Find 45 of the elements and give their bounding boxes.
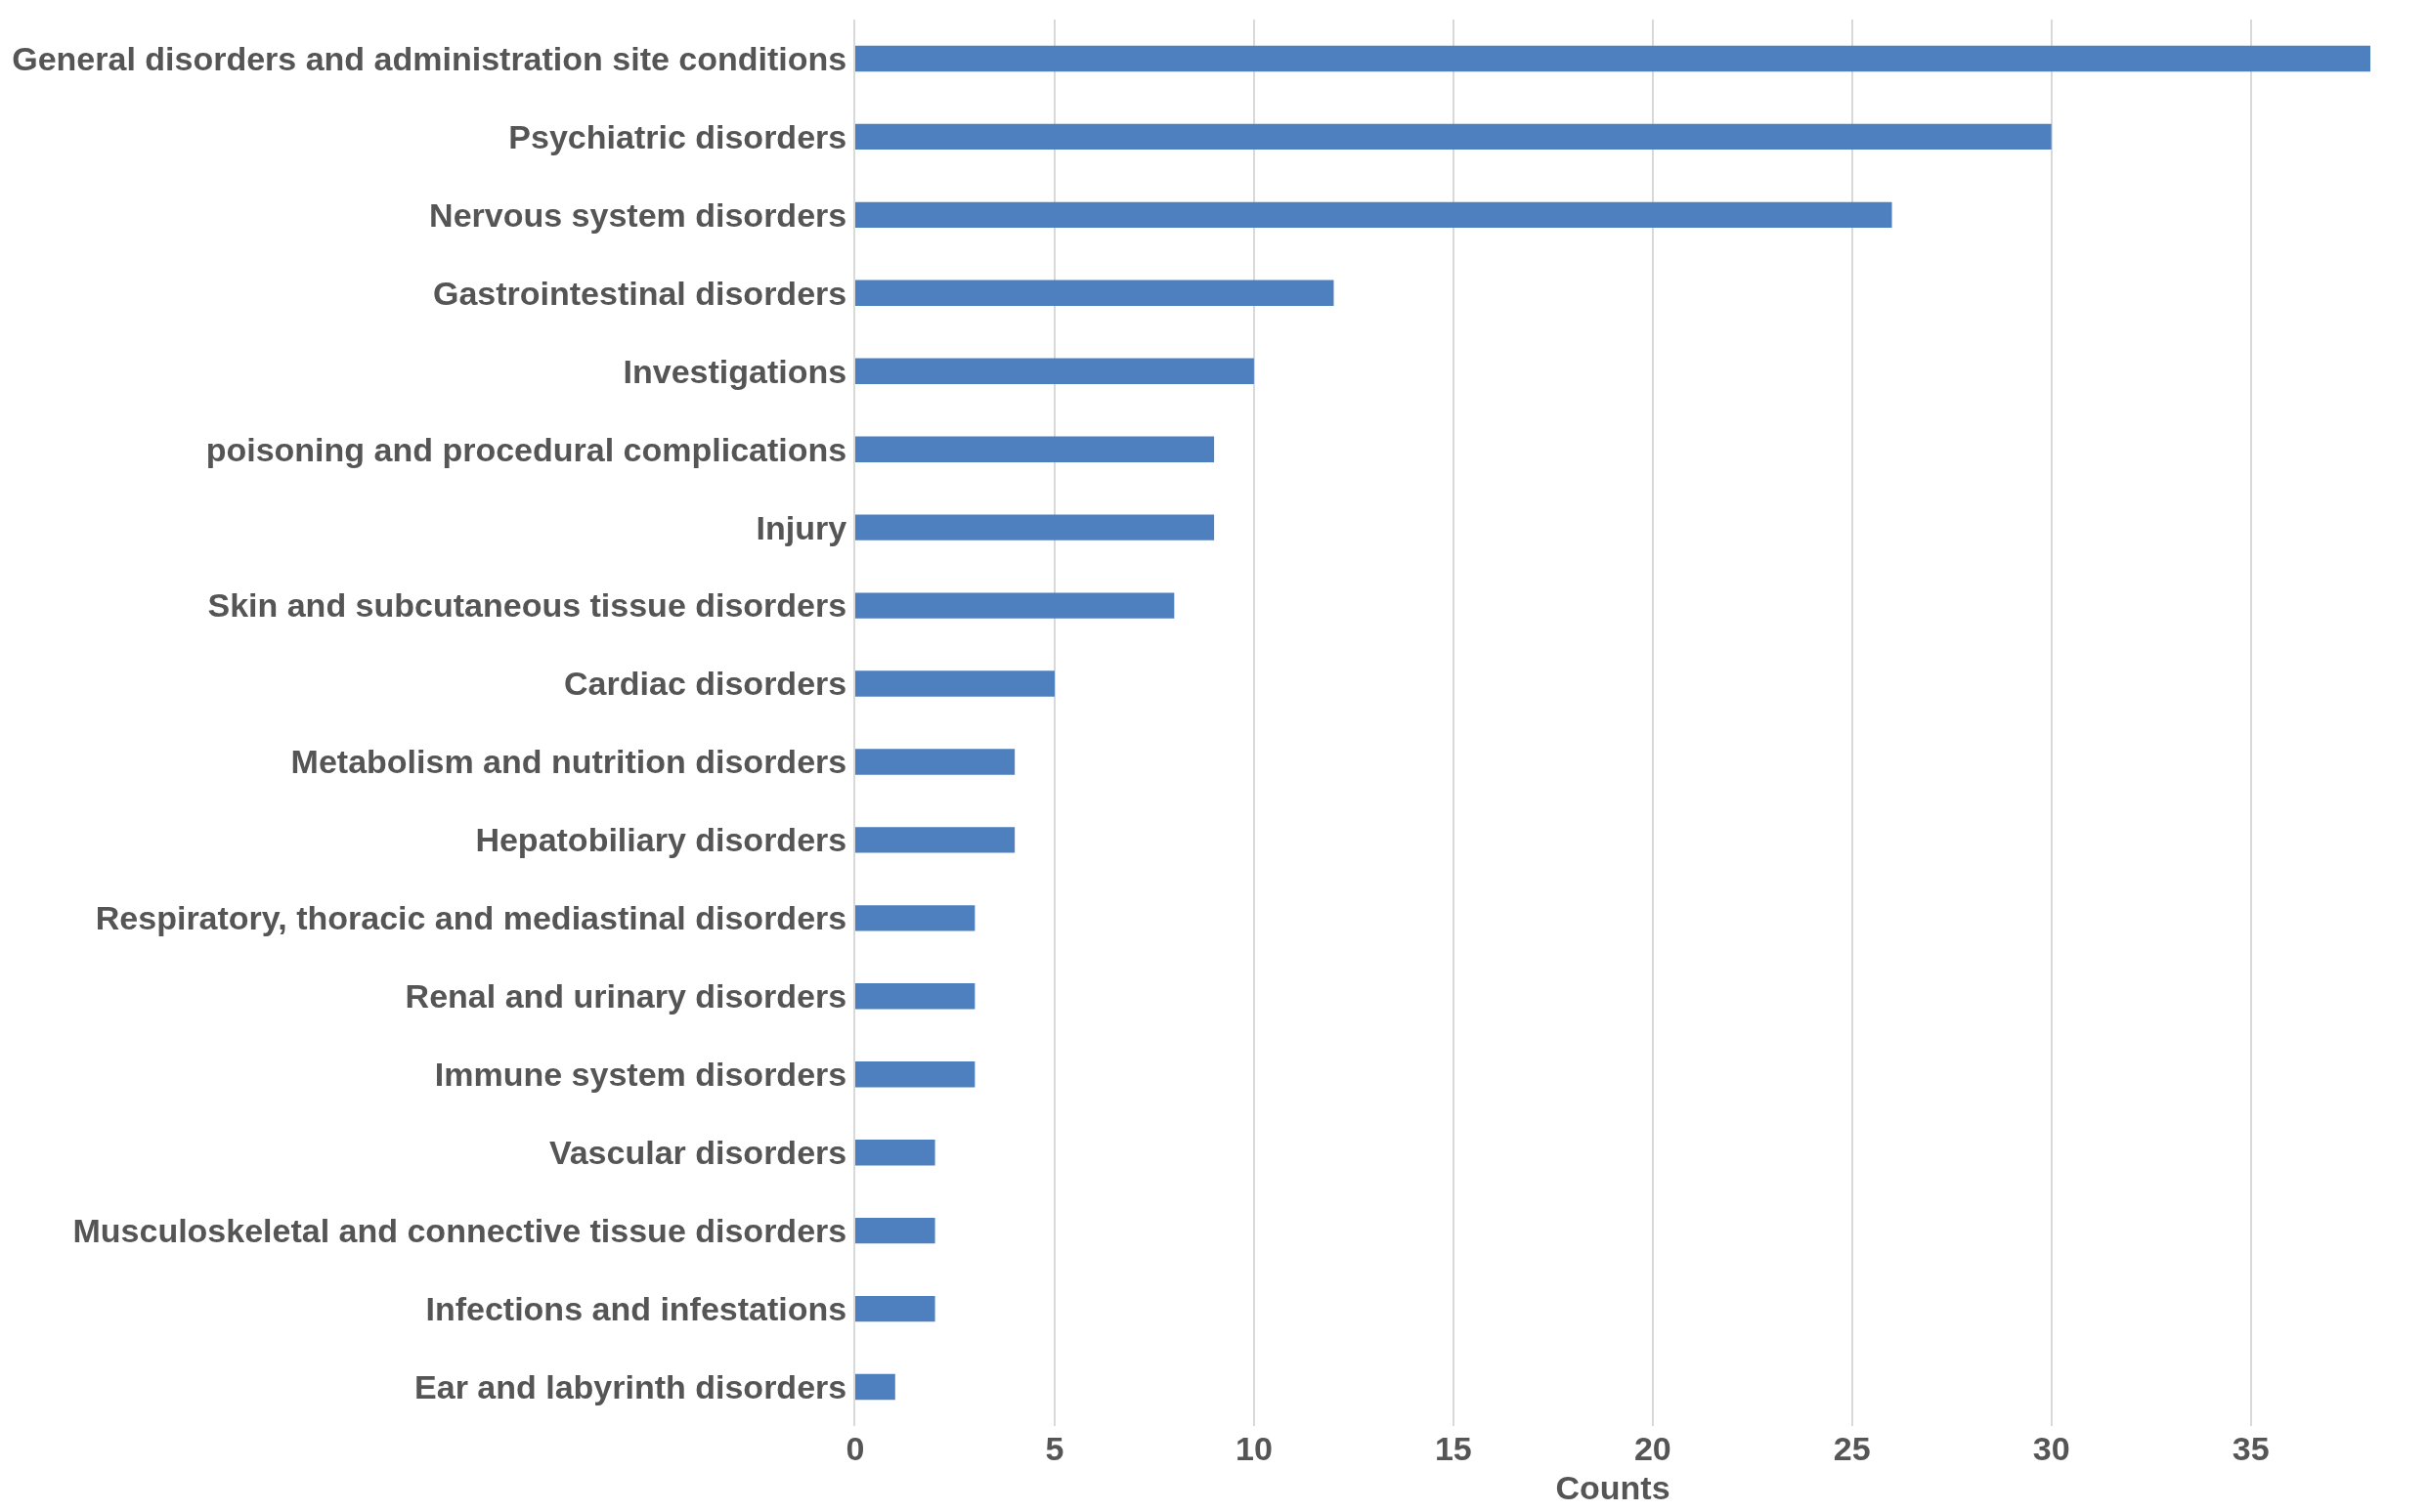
- x-tick-label: 15: [1434, 1430, 1472, 1467]
- bar: [855, 592, 1175, 619]
- y-tick-label: Respiratory, thoracic and mediastinal disorders: [95, 899, 847, 937]
- y-tick-label: Cardiac disorders: [564, 665, 847, 703]
- y-tick-label: General disorders and administration site conditions: [12, 39, 847, 77]
- bar: [855, 1217, 935, 1244]
- bar: [855, 983, 976, 1010]
- y-tick-label: Investigations: [623, 352, 847, 390]
- x-tick-label: 5: [1045, 1430, 1064, 1467]
- y-tick-label: Metabolism and nutrition disorders: [290, 743, 847, 781]
- bar: [855, 905, 976, 931]
- bar: [855, 1295, 935, 1322]
- y-tick-label: poisoning and procedural complications: [205, 430, 847, 468]
- bar: [855, 749, 1016, 775]
- y-tick-label: Skin and subcutaneous tissue disorders: [207, 586, 847, 625]
- bar: [855, 670, 1055, 697]
- bar: [855, 1061, 976, 1088]
- bar: [855, 45, 2370, 72]
- y-tick-label: Vascular disorders: [548, 1134, 847, 1172]
- y-tick-label: Nervous system disorders: [429, 195, 847, 234]
- x-tick-label: 20: [1633, 1430, 1671, 1467]
- bar: [855, 123, 2052, 151]
- y-tick-label: Injury: [756, 508, 847, 546]
- y-tick-label: Psychiatric disorders: [508, 117, 847, 155]
- bar: [855, 358, 1254, 384]
- x-tick-label: 0: [846, 1430, 865, 1467]
- bar: [855, 514, 1215, 540]
- y-tick-label: Infections and infestations: [425, 1289, 847, 1327]
- x-tick-label: 35: [2232, 1430, 2270, 1467]
- bar: [855, 1373, 895, 1401]
- bar: [855, 1140, 935, 1166]
- y-tick-label: Gastrointestinal disorders: [432, 274, 847, 312]
- x-tick-label: 25: [1833, 1430, 1871, 1467]
- bar: [855, 827, 1016, 853]
- y-tick-label: Hepatobiliary disorders: [475, 821, 847, 859]
- y-tick-label: Ear and labyrinth disorders: [414, 1367, 847, 1405]
- bar: [855, 201, 1892, 229]
- bar: [855, 436, 1215, 462]
- y-tick-label: Immune system disorders: [434, 1056, 847, 1094]
- x-axis-title: Counts: [1555, 1469, 1670, 1507]
- x-tick-label: 10: [1235, 1430, 1273, 1467]
- bar: [855, 280, 1334, 306]
- y-tick-label: Renal and urinary disorders: [405, 977, 847, 1015]
- x-tick-label: 30: [2032, 1430, 2070, 1467]
- y-tick-label: Musculoskeletal and connective tissue disorders: [72, 1212, 847, 1250]
